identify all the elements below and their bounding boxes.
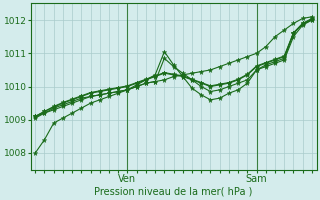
X-axis label: Pression niveau de la mer( hPa ): Pression niveau de la mer( hPa ) bbox=[94, 187, 253, 197]
